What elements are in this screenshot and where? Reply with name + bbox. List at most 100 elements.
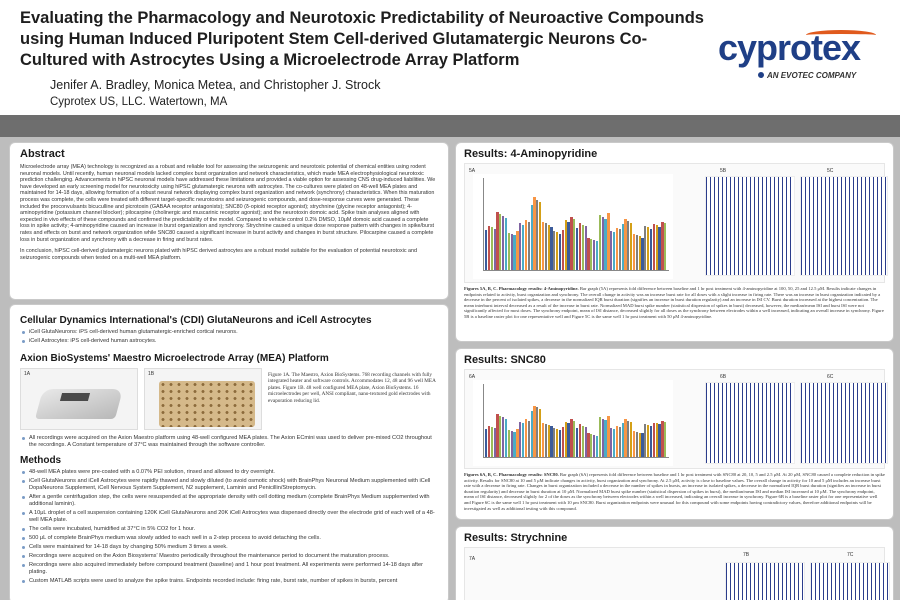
bar <box>553 427 556 457</box>
header-band <box>0 115 900 137</box>
raster-plot-6c <box>800 382 888 464</box>
bar <box>570 419 573 457</box>
methods-bullet: A 10μL droplet of a cell suspension cont… <box>20 510 438 524</box>
poster-title: Evaluating the Pharmacology and Neurotox… <box>20 9 704 69</box>
raster-plot-6b <box>705 382 795 464</box>
bar <box>612 428 616 457</box>
bar <box>524 419 528 457</box>
figure-6: 6A 6B 6C <box>464 369 888 469</box>
panel-label: 7A <box>469 556 476 562</box>
poster-header: Evaluating the Pharmacology and Neurotox… <box>0 0 900 115</box>
bar <box>615 425 619 457</box>
bar <box>661 221 664 270</box>
results-heading: Results: 4-Aminopyridine <box>464 148 598 160</box>
bar <box>632 233 636 270</box>
bar <box>635 431 638 457</box>
abstract-body: Microelectrode array (MEA) technology is… <box>20 164 436 243</box>
methods-bullet: After a gentle centrifugation step, the … <box>20 494 438 508</box>
bar <box>644 423 647 457</box>
methods-bullet: Recordings were acquired on the Axion Bi… <box>20 553 438 560</box>
results-heading: Results: SNC80 <box>464 354 546 366</box>
bar <box>581 425 584 457</box>
bar <box>567 423 570 457</box>
panel-label: 7C <box>847 552 854 558</box>
bar <box>624 219 627 270</box>
bar <box>595 241 599 270</box>
methods-bullet: The cells were incubated, humidified at … <box>20 526 438 533</box>
bar <box>590 238 593 270</box>
bar <box>533 197 536 270</box>
panel-label: 5C <box>827 168 834 174</box>
cdi-bullet: iCell GlutaNeurons: iPS cell-derived hum… <box>20 329 438 336</box>
bar <box>561 426 565 457</box>
bar <box>564 422 567 457</box>
bar <box>496 211 499 270</box>
bar <box>485 230 488 270</box>
mea-note: All recordings were acquired on the Axio… <box>20 435 438 449</box>
bar <box>516 429 519 457</box>
y-axis <box>483 384 484 458</box>
bar <box>547 424 550 457</box>
bar <box>584 226 587 270</box>
bar <box>587 237 590 270</box>
bar <box>570 216 573 270</box>
bar <box>536 407 539 457</box>
bar <box>513 235 516 270</box>
bar <box>533 405 536 457</box>
bar <box>576 427 579 457</box>
bar <box>573 218 576 270</box>
bar <box>624 419 627 457</box>
bar <box>521 423 525 457</box>
bar <box>485 428 488 457</box>
bar <box>621 423 624 457</box>
bar <box>556 429 559 457</box>
bar <box>507 232 510 270</box>
bar <box>544 423 547 457</box>
bar <box>649 426 653 457</box>
raster-plot-7c <box>810 562 890 600</box>
panel-label: 7B <box>743 552 750 558</box>
bar <box>550 226 553 270</box>
bar <box>527 221 530 270</box>
bar <box>627 220 630 270</box>
bar <box>558 233 562 270</box>
bar <box>539 202 542 270</box>
bar <box>539 409 542 457</box>
bar <box>521 225 525 270</box>
bar <box>607 415 610 457</box>
bar <box>487 225 491 270</box>
bar <box>658 424 661 457</box>
abstract-panel: Abstract Microelectrode array (MEA) tech… <box>9 142 449 300</box>
bar <box>493 427 496 457</box>
bar <box>593 239 596 270</box>
bar <box>652 223 656 270</box>
bar <box>652 422 656 457</box>
bar <box>635 234 638 270</box>
caption-title: Figures 6A, B, C. Pharmacology results: … <box>464 472 559 477</box>
bar <box>604 419 607 457</box>
figure-label: 1B <box>148 371 155 377</box>
bar <box>615 228 619 270</box>
bar <box>507 430 510 457</box>
figure-caption: Figures 5A, B, C. Pharmacology results: … <box>464 286 885 320</box>
bar <box>499 213 502 270</box>
bar <box>504 217 508 270</box>
figure-5: 5A 5B 5C <box>464 163 888 283</box>
bar <box>516 231 519 270</box>
bar <box>513 432 516 457</box>
methods-heading: Methods <box>20 455 62 466</box>
raster-plot-5c <box>800 176 888 276</box>
methods-bullet: Cells were maintained for 14-18 days by … <box>20 544 438 551</box>
bar-graph-5a <box>473 174 673 279</box>
bar-graph-6a <box>473 380 673 466</box>
bar <box>524 219 528 270</box>
bar <box>493 228 496 270</box>
bar <box>573 420 576 457</box>
bar <box>618 426 621 457</box>
bar <box>632 430 636 457</box>
bar <box>536 199 539 270</box>
abstract-heading: Abstract <box>20 148 65 160</box>
bar <box>547 224 550 270</box>
bar <box>558 430 562 457</box>
mea-heading: Axion BioSystems' Maestro Microelectrode… <box>20 353 329 364</box>
